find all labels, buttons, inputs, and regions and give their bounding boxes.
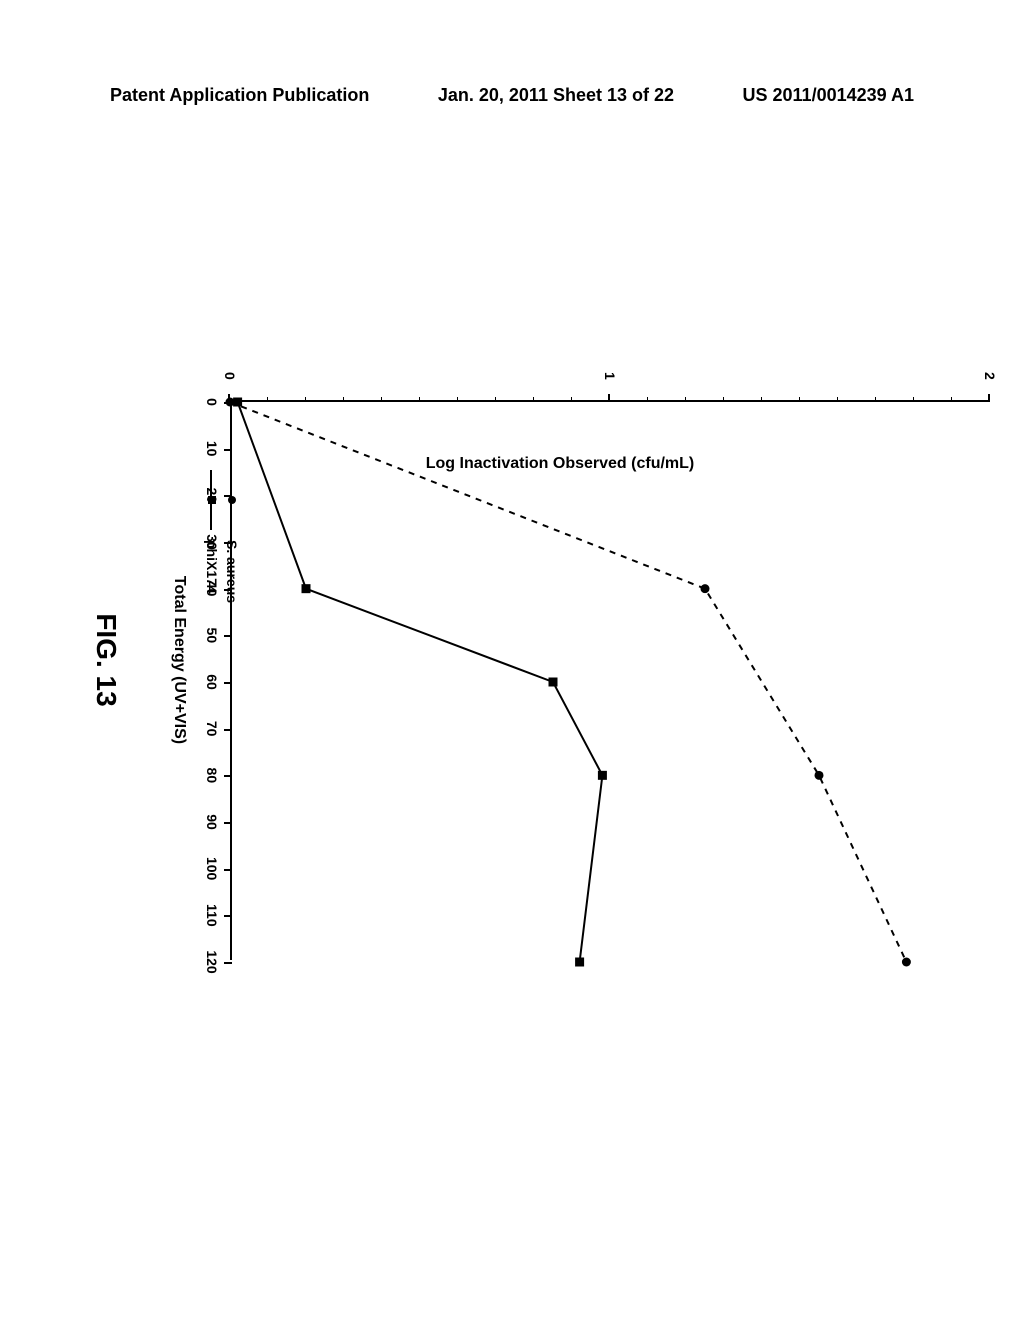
y-tick-minor [305,397,306,402]
legend-label-saureus: S. aureus [224,540,240,603]
header-right: US 2011/0014239 A1 [743,85,914,106]
y-tick-minor [913,397,914,402]
x-tick-label: 90 [204,814,220,830]
plot-area: 012 0102030405060708090100110120 [230,400,990,960]
y-tick-minor [495,397,496,402]
marker-square [302,584,311,593]
chart-svg [232,402,990,960]
x-tick-label: 110 [204,904,220,927]
y-tick-minor [647,397,648,402]
x-tick-label: 120 [204,950,220,973]
series-line-S. aureus [230,402,906,962]
x-axis-label: Total Energy (UV+VIS) [170,576,188,744]
legend-marker-saureus [224,470,240,530]
x-tick [224,729,232,731]
x-tick [224,682,232,684]
y-tick-minor [609,397,610,402]
x-tick [224,449,232,451]
marker-square [598,771,607,780]
legend-row-phix174: phiX174 [204,470,220,603]
x-tick [224,635,232,637]
legend-label-phix174: phiX174 [204,540,220,594]
x-tick [224,775,232,777]
header-left: Patent Application Publication [110,85,369,106]
y-tick-minor [533,397,534,402]
header-center: Jan. 20, 2011 Sheet 13 of 22 [438,85,674,106]
series-line-phiX174 [238,402,603,962]
x-tick-label: 70 [204,721,220,737]
x-tick-label: 0 [204,398,220,406]
x-tick [224,869,232,871]
page-header: Patent Application Publication Jan. 20, … [0,85,1024,106]
y-tick-minor [799,397,800,402]
x-tick [224,822,232,824]
x-tick [224,962,232,964]
y-tick-minor [875,397,876,402]
circle-icon [228,496,236,504]
figure-label: FIG. 13 [90,613,122,706]
marker-square [233,398,242,407]
y-tick-label: 1 [602,372,618,380]
x-tick-label: 100 [204,857,220,880]
y-tick-minor [267,397,268,402]
y-tick-minor [837,397,838,402]
y-tick-minor [951,397,952,402]
x-tick [224,402,232,404]
marker-circle [701,584,710,593]
legend-row-saureus: S. aureus [224,470,240,603]
marker-circle [815,771,824,780]
y-tick-minor [571,397,572,402]
square-icon [208,496,216,504]
y-tick-minor [685,397,686,402]
y-tick-label: 2 [982,372,998,380]
y-tick-minor [381,397,382,402]
legend: S. aureus phiX174 [200,470,240,603]
x-tick-label: 80 [204,768,220,784]
y-tick-label: 0 [222,372,238,380]
y-tick-minor [457,397,458,402]
y-tick [228,394,230,402]
y-tick-minor [419,397,420,402]
y-tick-minor [761,397,762,402]
marker-square [549,678,558,687]
x-tick-label: 50 [204,628,220,644]
y-tick-minor [723,397,724,402]
y-tick-minor [343,397,344,402]
x-tick-label: 60 [204,674,220,690]
marker-circle [902,958,911,967]
chart-container: Log Inactivation Observed (cfu/mL) 012 0… [70,320,1024,1000]
x-tick [224,915,232,917]
marker-square [575,958,584,967]
legend-marker-phix174 [204,470,220,530]
y-tick [988,394,990,402]
x-tick-label: 10 [204,441,220,457]
